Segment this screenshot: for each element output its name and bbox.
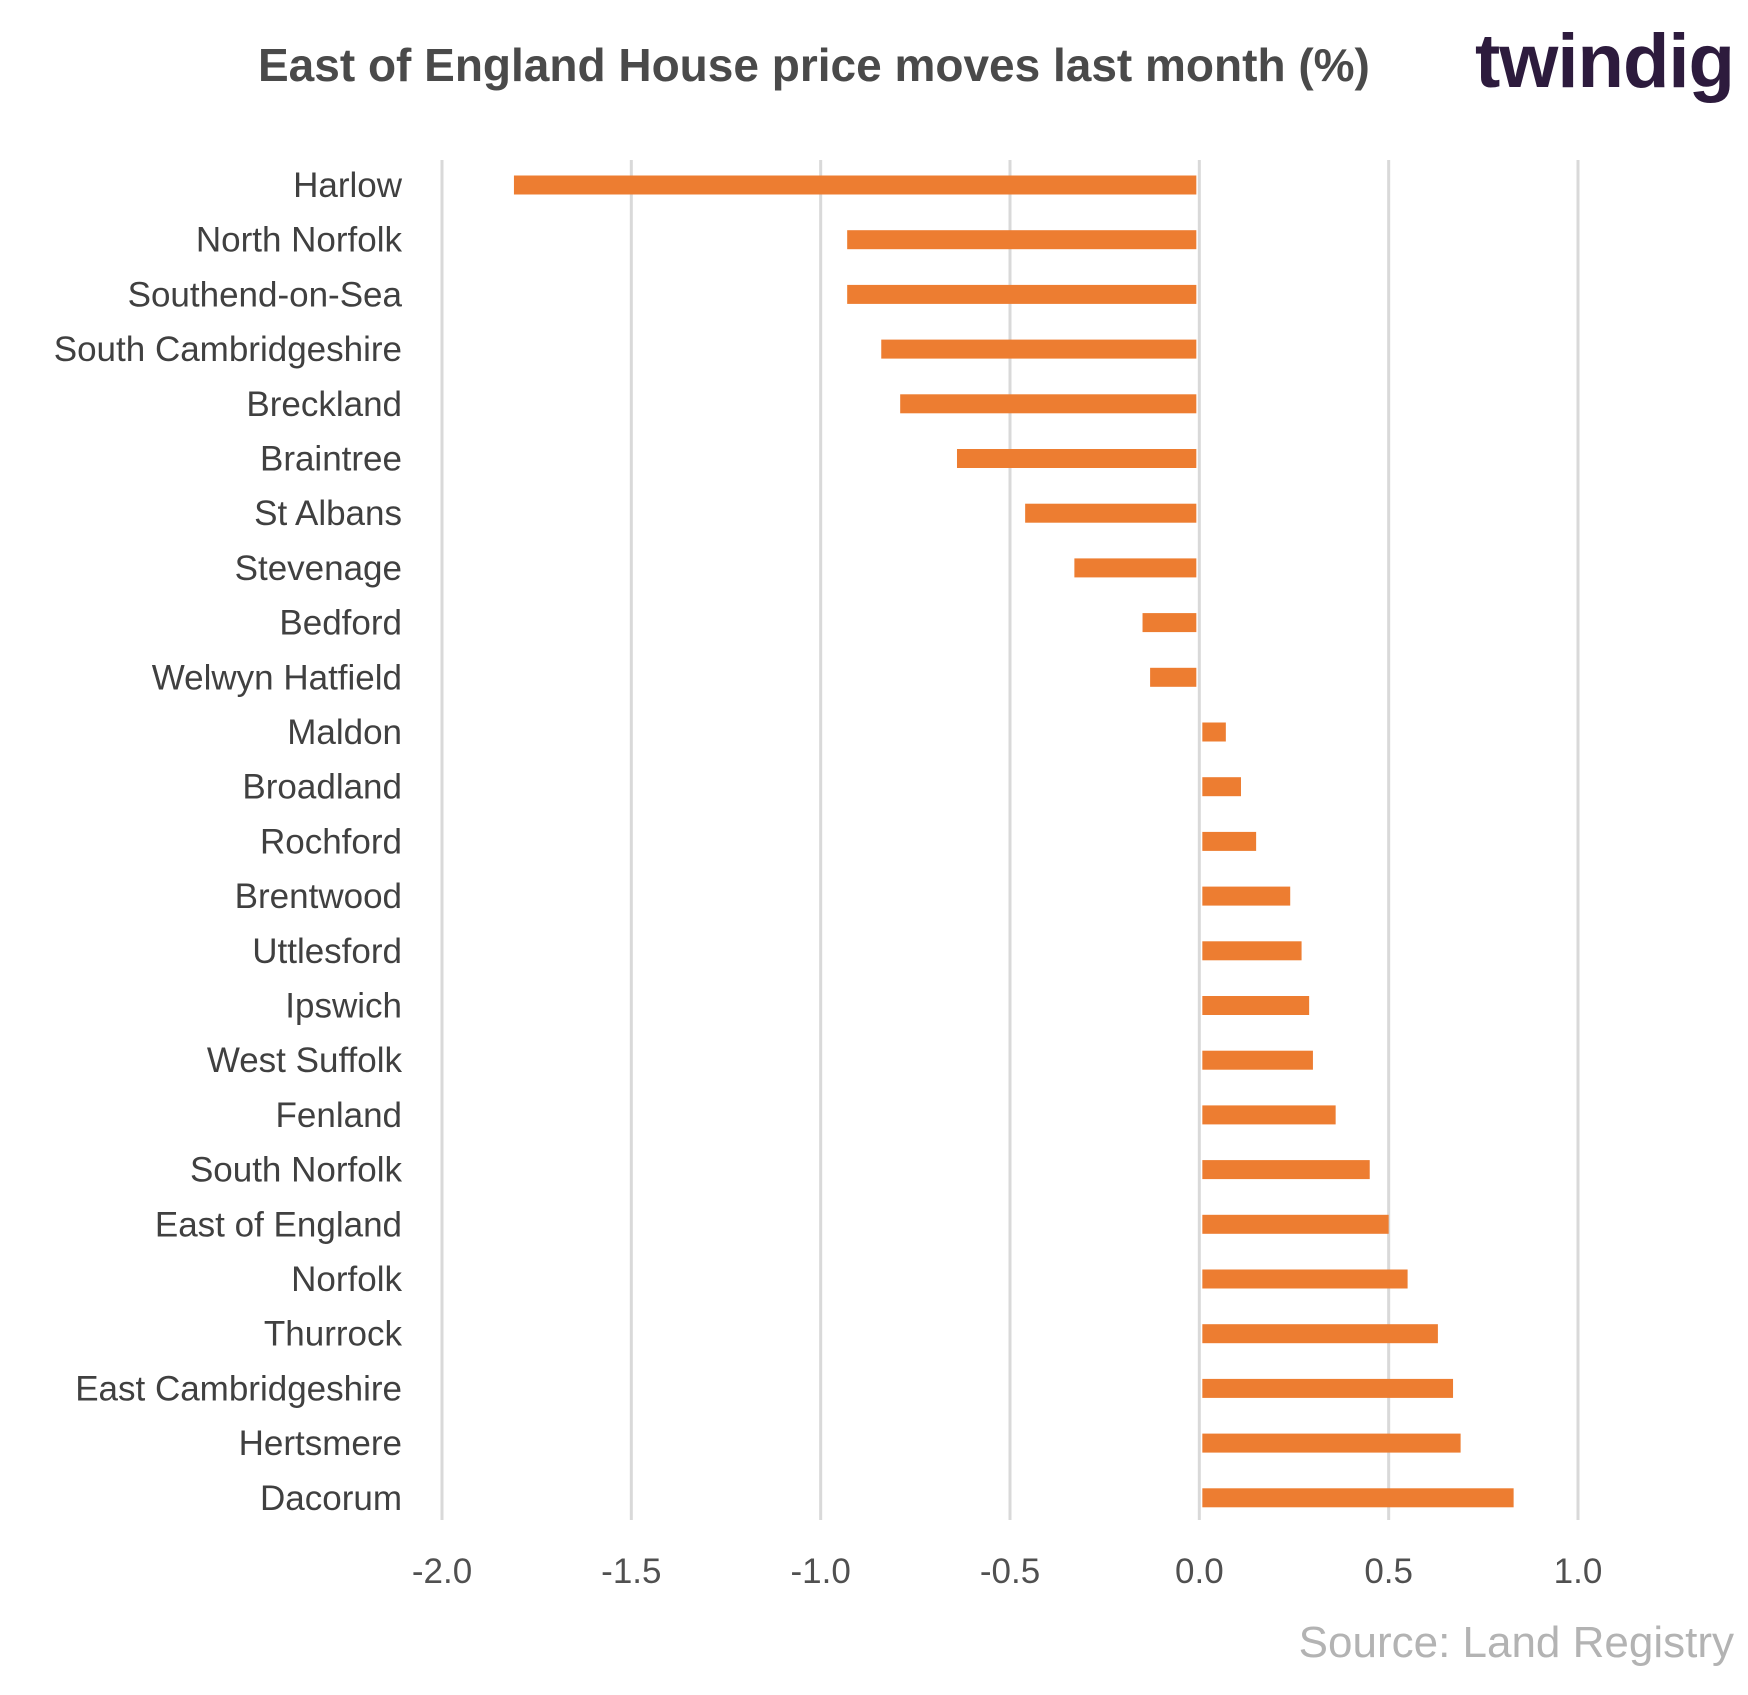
x-tick-label: 0.5 bbox=[1364, 1552, 1413, 1591]
category-label: Fenland bbox=[276, 1096, 402, 1135]
category-label: North Norfolk bbox=[196, 221, 403, 260]
bar-west-suffolk bbox=[1202, 1050, 1313, 1070]
bar-ipswich bbox=[1202, 996, 1310, 1015]
bars bbox=[513, 175, 1514, 1508]
gridlines bbox=[440, 160, 1580, 1520]
category-label: St Albans bbox=[254, 494, 402, 533]
category-label: Hertsmere bbox=[239, 1424, 402, 1463]
bar-breckland bbox=[900, 394, 1197, 414]
category-label: Braintree bbox=[260, 440, 402, 479]
category-label: Welwyn Hatfield bbox=[152, 658, 402, 697]
category-label: East Cambridgeshire bbox=[75, 1369, 402, 1408]
x-tick-labels: -2.0 -1.5 -1.0 -0.5 0.0 0.5 1.0 bbox=[412, 1552, 1602, 1591]
bar-southend-on-sea bbox=[847, 284, 1197, 304]
twindig-logo: twindig bbox=[1475, 18, 1735, 105]
category-label: Broadland bbox=[242, 768, 402, 807]
bar-braintree bbox=[956, 449, 1197, 468]
category-label: Southend-on-Sea bbox=[128, 275, 403, 314]
bar-dacorum bbox=[1202, 1488, 1514, 1508]
bar-welwyn-hatfield bbox=[1150, 667, 1197, 687]
x-tick-label: -1.0 bbox=[791, 1552, 851, 1591]
source-note: Source: Land Registry bbox=[1298, 1618, 1734, 1667]
x-tick-label: 0.0 bbox=[1175, 1552, 1224, 1591]
bar-thurrock bbox=[1202, 1324, 1438, 1344]
category-label: Dacorum bbox=[260, 1479, 402, 1518]
x-tick-label: -1.5 bbox=[601, 1552, 661, 1591]
category-label: Norfolk bbox=[291, 1260, 402, 1299]
category-label: West Suffolk bbox=[207, 1041, 403, 1080]
bar-st-albans bbox=[1025, 503, 1197, 523]
bar-stevenage bbox=[1074, 558, 1197, 578]
bar-fenland bbox=[1202, 1105, 1336, 1125]
bar-brentwood bbox=[1202, 886, 1291, 906]
category-label: Uttlesford bbox=[252, 932, 402, 971]
category-label: Thurrock bbox=[264, 1315, 403, 1354]
category-label: Ipswich bbox=[285, 987, 402, 1026]
bar-norfolk bbox=[1202, 1269, 1408, 1289]
category-label: Breckland bbox=[246, 385, 402, 424]
category-label: South Norfolk bbox=[190, 1151, 403, 1190]
bar-broadland bbox=[1202, 777, 1241, 797]
category-label: South Cambridgeshire bbox=[54, 330, 402, 369]
category-label: Brentwood bbox=[235, 877, 402, 916]
chart-title: East of England House price moves last m… bbox=[258, 39, 1370, 91]
bar-harlow bbox=[513, 175, 1197, 195]
category-label: Maldon bbox=[287, 713, 402, 752]
bar-rochford bbox=[1202, 831, 1257, 851]
bar-east-of-england bbox=[1202, 1214, 1389, 1234]
category-label: Harlow bbox=[293, 166, 403, 205]
bar-south-cambridgeshire bbox=[881, 339, 1197, 359]
bar-east-cambridgeshire bbox=[1202, 1378, 1454, 1398]
category-label: Stevenage bbox=[235, 549, 402, 588]
bar-north-norfolk bbox=[847, 230, 1197, 250]
bar-chart: Harlow North Norfolk Southend-on-Sea South … bbox=[54, 160, 1602, 1591]
logo-text: twindig bbox=[1475, 19, 1735, 104]
bar-south-norfolk bbox=[1202, 1160, 1370, 1180]
x-tick-label: -0.5 bbox=[980, 1552, 1040, 1591]
category-label: Rochford bbox=[260, 822, 402, 861]
bar-hertsmere bbox=[1202, 1433, 1461, 1453]
category-label: East of England bbox=[155, 1205, 402, 1244]
bar-uttlesford bbox=[1202, 941, 1302, 961]
x-tick-label: 1.0 bbox=[1554, 1552, 1603, 1591]
bar-bedford bbox=[1142, 613, 1197, 633]
bar-maldon bbox=[1202, 722, 1226, 742]
category-label: Bedford bbox=[279, 604, 402, 643]
x-tick-label: -2.0 bbox=[412, 1552, 472, 1591]
category-labels: Harlow North Norfolk Southend-on-Sea South … bbox=[54, 166, 403, 1518]
